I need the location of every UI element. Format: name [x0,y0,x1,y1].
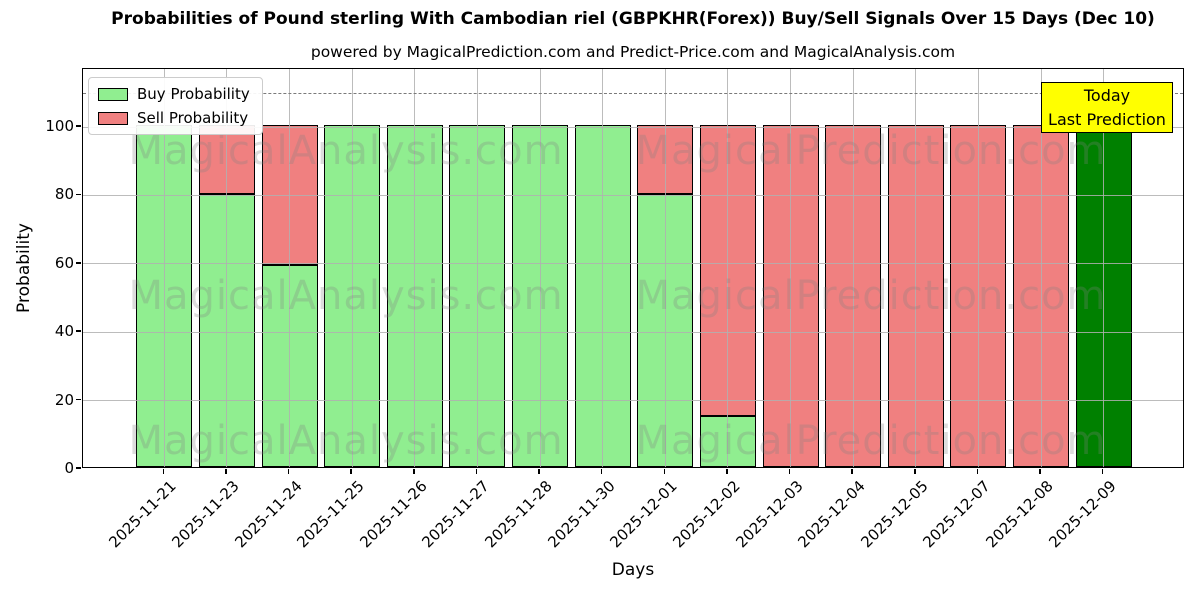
x-tick [726,468,728,474]
gridline-v [852,69,854,467]
y-tick [76,467,81,469]
x-tick-label: 2025-11-21 [105,477,181,552]
gridline-v [915,69,917,467]
x-tick-label: 2025-11-28 [481,477,556,552]
x-tick [914,468,916,474]
x-tick [475,468,478,474]
legend: Buy Probability Sell Probability [88,77,263,135]
x-tick [663,468,666,474]
y-tick-label: 40 [54,322,74,341]
watermark-text: MagicalPrediction.com [635,128,1107,174]
x-tick [413,468,415,474]
x-tick [976,468,979,474]
y-tick [76,262,81,264]
watermark-text: MagicalPrediction.com [635,273,1107,319]
x-tick-label: 2025-12-08 [982,477,1057,552]
gridline-v [977,69,979,467]
x-tick [225,468,227,474]
watermark-text: MagicalAnalysis.com [128,273,564,319]
gridline-h [83,126,1183,128]
today-annotation: Today Last Prediction [1041,82,1173,134]
y-tick-label: 80 [54,185,74,204]
x-tick [1101,468,1104,474]
x-tick [788,468,791,474]
gridline-v [727,69,729,467]
y-tick-label: 100 [45,117,74,136]
watermark-text: MagicalAnalysis.com [128,128,564,174]
gridline-v [1040,69,1042,467]
x-tick-label: 2025-12-02 [669,477,744,552]
y-tick [76,330,81,333]
y-tick-label: 20 [54,390,74,409]
legend-sell-label: Sell Probability [137,109,249,127]
x-tick [600,468,603,474]
watermark-text: MagicalPrediction.com [635,418,1107,464]
x-axis-label: Days [611,560,655,580]
y-tick-label: 0 [64,459,74,477]
gridline-v [163,69,165,467]
gridline-v [226,69,228,467]
gridline-v [664,69,666,467]
today-annotation-line1: Today [1083,86,1131,105]
x-tick-label: 2025-12-09 [1045,477,1120,552]
y-tick [76,398,81,401]
gridline-v [539,69,541,467]
gridline-v [351,69,353,467]
gridline-v [414,69,416,467]
gridline-v [790,69,792,467]
watermark-text: MagicalAnalysis.com [128,418,564,464]
x-tick [350,468,352,474]
today-annotation-line2: Last Prediction [1048,109,1166,129]
x-tick [538,468,540,474]
gridline-h [83,400,1183,402]
gridline-h [83,194,1183,196]
dashed-guide-line [83,92,1183,94]
x-tick-label: 2025-11-23 [168,477,243,552]
y-tick [76,125,81,127]
gridline-v [476,69,478,467]
legend-item-buy: Buy Probability [98,85,250,103]
gridline-v [289,69,291,467]
x-tick [287,468,290,474]
y-tick [76,193,81,196]
y-tick-label: 60 [54,253,74,272]
x-tick [1039,468,1041,474]
gridline-v [1103,69,1105,467]
gridline-v [602,69,604,467]
gridline-h [83,263,1183,265]
sell-swatch [98,111,128,125]
plot-area: MagicalAnalysis.com MagicalPrediction.com… [82,68,1184,468]
chart-title: Probabilities of Pound sterling With Cam… [111,9,1155,29]
legend-item-sell: Sell Probability [98,109,250,127]
buy-swatch [98,87,128,101]
x-tick [851,468,853,474]
legend-buy-label: Buy Probability [137,85,250,103]
gridline-h [83,331,1183,333]
x-tick [162,468,165,474]
chart-subtitle: powered by MagicalPrediction.com and Pre… [310,43,956,61]
